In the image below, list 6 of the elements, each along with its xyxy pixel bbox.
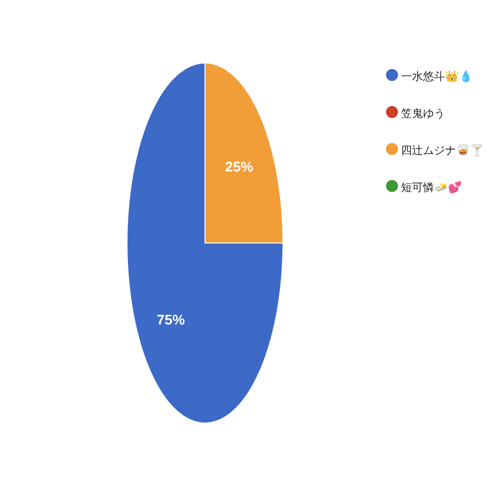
legend-label: 笠鬼ゆう bbox=[401, 107, 445, 120]
legend-label: 短可憐🧈💕 bbox=[401, 181, 462, 194]
data-label: 25% bbox=[225, 158, 254, 175]
data-label: 75% bbox=[156, 311, 186, 328]
legend-label: 四辻ムジナ🥃🍸 bbox=[401, 143, 484, 157]
legend-label: 一水悠斗👑💧 bbox=[401, 70, 473, 83]
